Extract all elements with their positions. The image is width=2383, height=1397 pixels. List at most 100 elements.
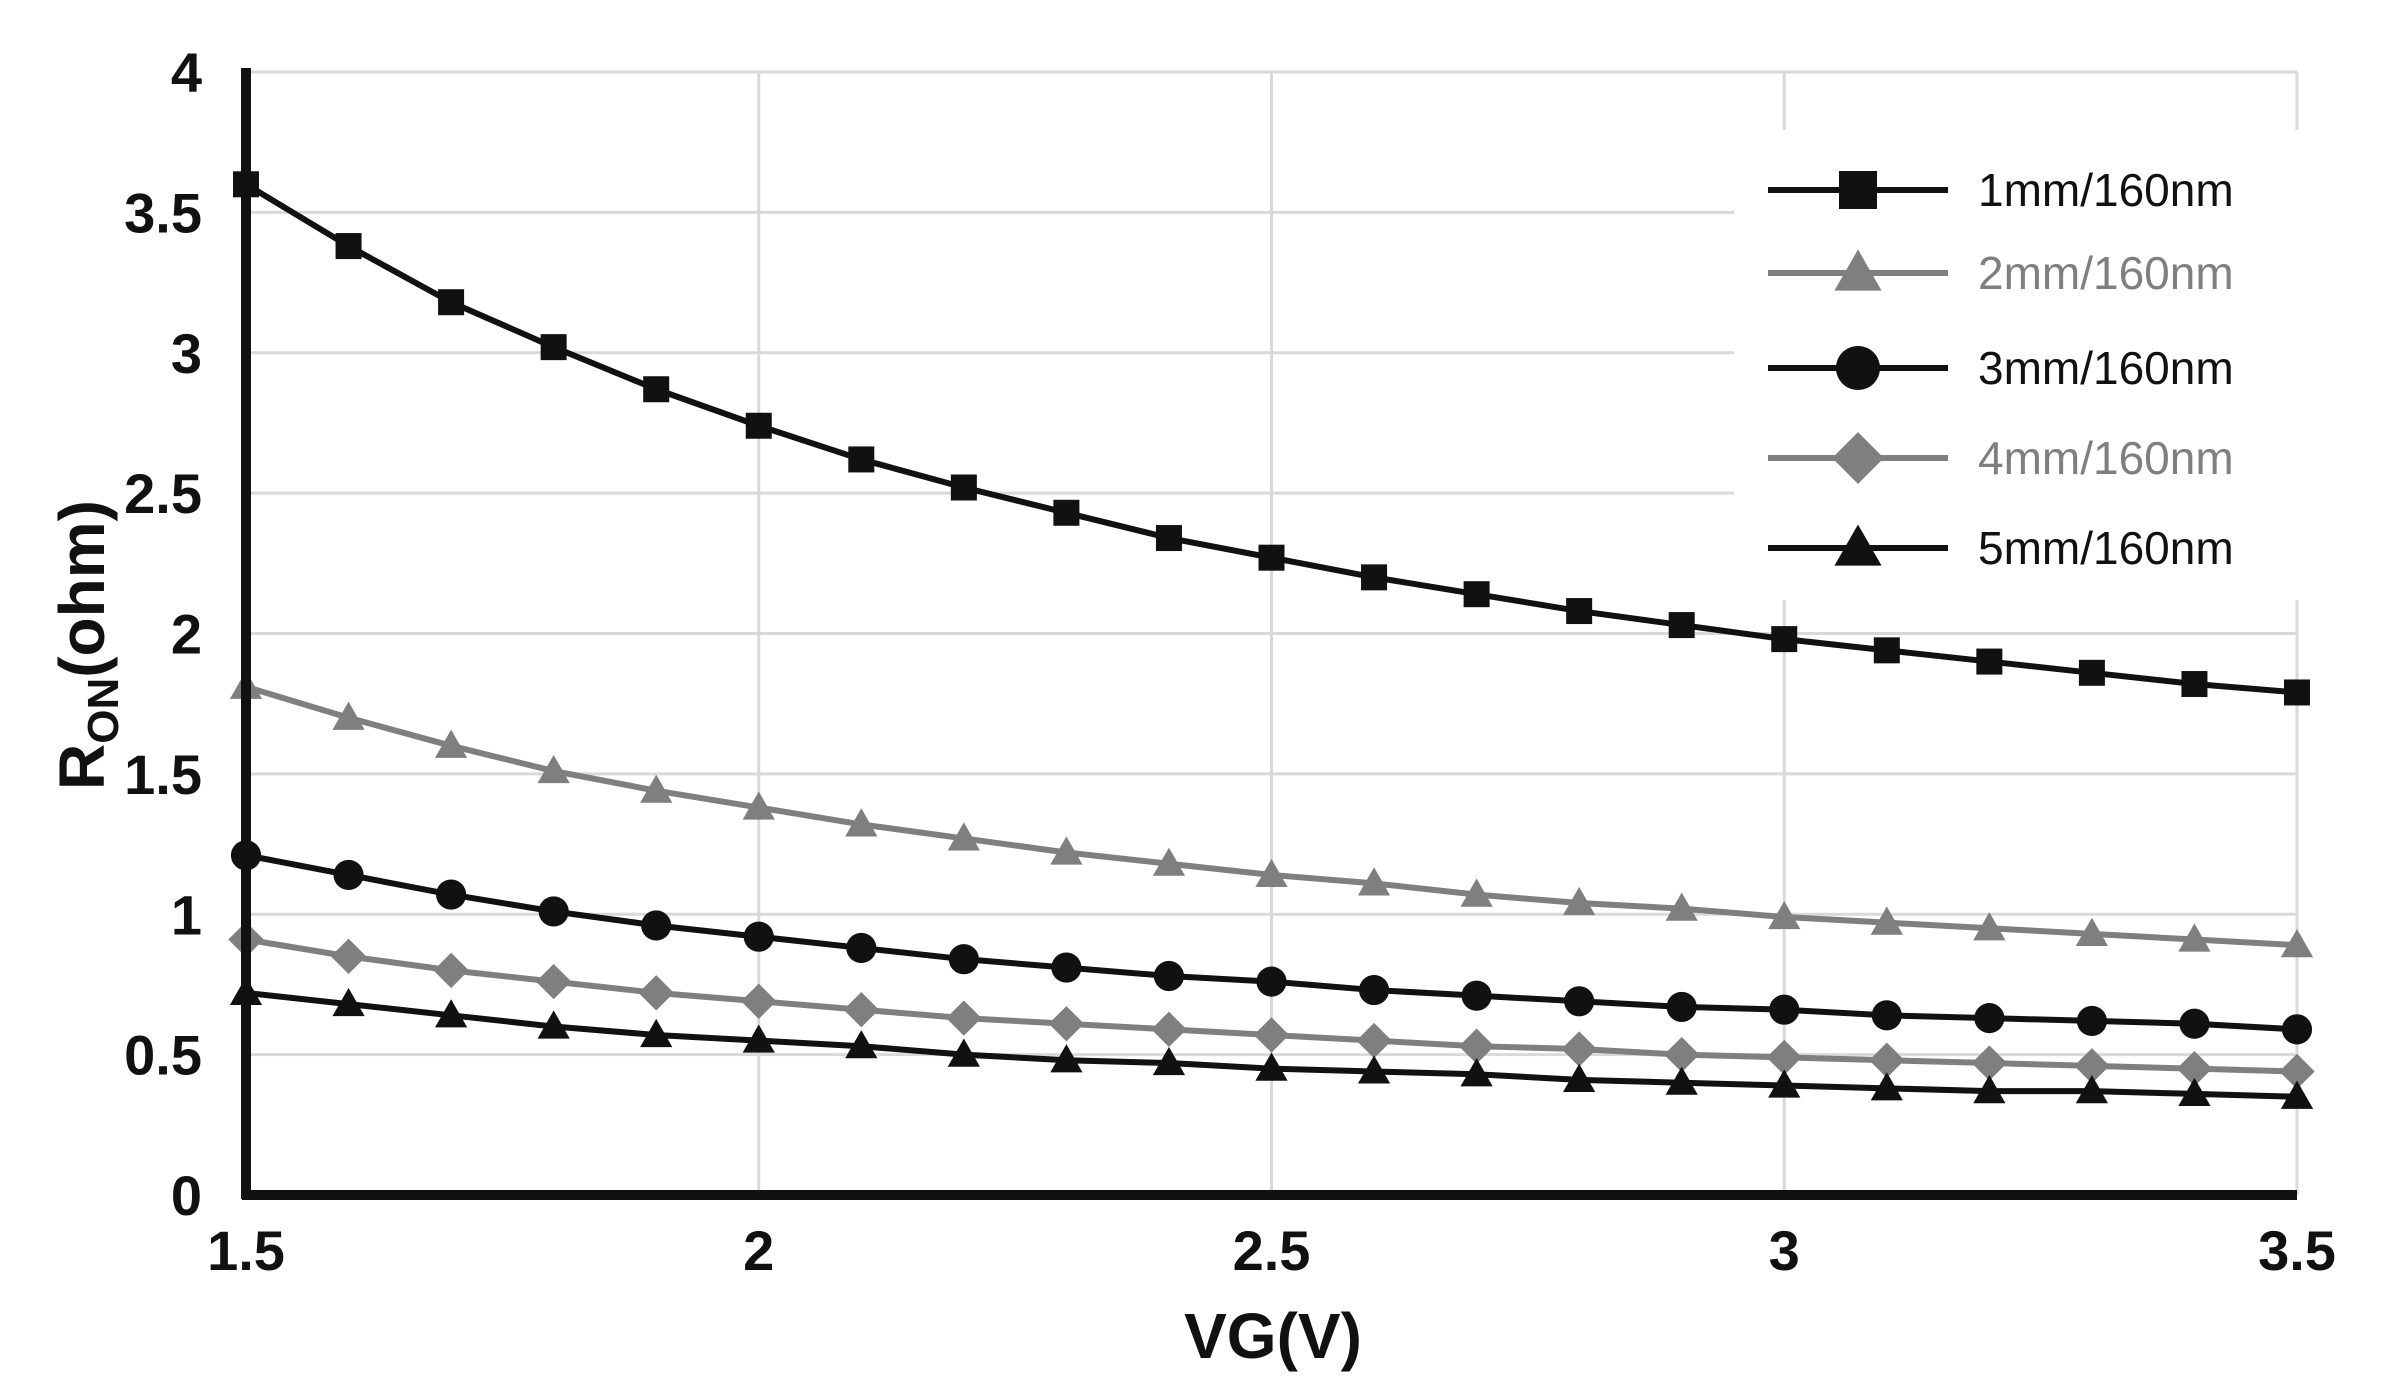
x-tick-label: 2 (743, 1219, 774, 1282)
data-point-marker (2179, 1008, 2210, 1039)
data-point-marker (1768, 1069, 1801, 1098)
data-point-marker (1258, 544, 1285, 571)
legend-entry: 4mm/160nm (1768, 432, 2234, 484)
data-point-marker (2279, 1053, 2315, 1090)
data-point-marker (843, 992, 879, 1028)
data-point-marker (1358, 974, 1390, 1006)
data-point-marker (1152, 847, 1186, 876)
data-point-marker (1976, 648, 2003, 675)
data-point-marker (1564, 986, 1595, 1017)
data-point-marker (2178, 1077, 2211, 1107)
x-tick-label: 3.5 (2258, 1219, 2336, 1282)
data-point-marker (640, 774, 673, 803)
data-point-marker (1458, 1028, 1495, 1064)
data-point-marker (1256, 966, 1287, 997)
y-tick-label: 0.5 (124, 1024, 202, 1087)
data-point-marker (1973, 1075, 2006, 1104)
data-point-marker (1870, 906, 1903, 935)
data-point-marker (745, 412, 772, 439)
legend: 1mm/160nm 2mm/160nm 3mm/160nm 4mm/160nm 5mm/… (1734, 130, 2314, 600)
data-point-marker (2284, 679, 2310, 706)
data-point-marker (1361, 564, 1388, 591)
legend-entry: 2mm/160nm (1768, 247, 2234, 299)
data-point-marker (1151, 1011, 1187, 1048)
data-point-marker (640, 1018, 673, 1048)
data-point-marker (330, 938, 367, 975)
data-point-marker (1973, 912, 2006, 941)
series-layer (228, 171, 2315, 1109)
data-point-marker (946, 1000, 982, 1036)
data-point-marker (1461, 980, 1492, 1011)
data-point-marker (947, 1038, 980, 1067)
data-point-marker (1460, 1058, 1493, 1087)
y-tick-label: 2.5 (124, 462, 202, 525)
data-point-marker (2280, 1080, 2314, 1109)
data-point-marker (638, 975, 674, 1011)
legend-label: 2mm/160nm (1978, 247, 2234, 299)
data-point-marker (1255, 1052, 1288, 1081)
data-point-marker (537, 1010, 570, 1039)
data-point-marker (743, 921, 774, 952)
x-tick-label: 2.5 (1233, 1219, 1311, 1282)
legend-marker-icon (1834, 524, 1882, 566)
data-point-marker (1050, 1044, 1083, 1073)
data-point-marker (1766, 1039, 1802, 1076)
legend-label: 4mm/160nm (1978, 432, 2234, 484)
data-point-marker (846, 932, 877, 964)
y-tick-label: 3.5 (124, 181, 202, 244)
legend-label: 1mm/160nm (1978, 164, 2234, 216)
legend-label: 5mm/160nm (1978, 522, 2234, 574)
data-point-marker (1155, 525, 1182, 552)
series-4mm-160nm (228, 921, 2315, 1090)
data-point-marker (742, 1024, 775, 1053)
data-point-marker (538, 896, 569, 927)
data-point-marker (2181, 671, 2208, 698)
data-point-marker (2076, 1005, 2107, 1037)
y-tick-label: 1 (171, 883, 202, 946)
data-point-marker (1869, 1042, 1905, 1078)
x-tick-label: 3 (1769, 1219, 1800, 1282)
data-point-marker (1768, 900, 1801, 930)
data-point-marker (845, 808, 878, 837)
legend-marker-icon (1834, 249, 1882, 291)
legend-entry: 1mm/160nm (1768, 164, 2234, 216)
data-point-marker (1152, 1046, 1186, 1076)
data-point-marker (1664, 1036, 1700, 1073)
data-point-marker (1253, 1017, 1290, 1053)
data-point-marker (741, 983, 777, 1019)
data-point-marker (1460, 878, 1493, 907)
y-tick-label: 1.5 (124, 743, 202, 806)
data-point-marker (845, 1030, 878, 1059)
data-point-marker (1356, 1022, 1392, 1059)
series-5mm-160nm (229, 976, 2314, 1109)
data-point-marker (1974, 1003, 2005, 1034)
data-point-marker (948, 944, 979, 975)
data-point-marker (535, 963, 572, 1000)
data-point-marker (643, 376, 670, 403)
data-point-marker (2075, 1075, 2109, 1104)
data-point-marker (1153, 960, 1185, 992)
data-point-marker (1769, 994, 1800, 1025)
tick-labels: 0 0.5 1 1.5 2 2.5 3 3.5 4 1.5 2 2.5 3 3.5 (124, 41, 2336, 1282)
data-point-marker (537, 754, 570, 784)
data-point-marker (1050, 836, 1083, 865)
data-point-marker (1563, 886, 1596, 916)
data-point-marker (2075, 917, 2109, 946)
data-point-marker (433, 952, 469, 989)
data-point-marker (1566, 598, 1593, 625)
data-point-marker (1463, 581, 1490, 608)
y-tick-label: 2 (171, 603, 202, 666)
data-point-marker (1048, 1006, 1085, 1042)
data-point-marker (950, 474, 977, 501)
data-point-marker (1561, 1031, 1597, 1067)
y-axis-title-main: R (46, 744, 118, 790)
data-point-marker (1665, 892, 1698, 921)
data-point-marker (2281, 1014, 2313, 1045)
data-point-marker (1563, 1063, 1596, 1092)
data-point-marker (1871, 1000, 1902, 1031)
y-axis-title: RON(ohm) (46, 500, 128, 790)
data-point-marker (2078, 659, 2105, 686)
y-axis-title-suffix: (ohm) (46, 500, 118, 678)
data-point-marker (1053, 499, 1080, 526)
